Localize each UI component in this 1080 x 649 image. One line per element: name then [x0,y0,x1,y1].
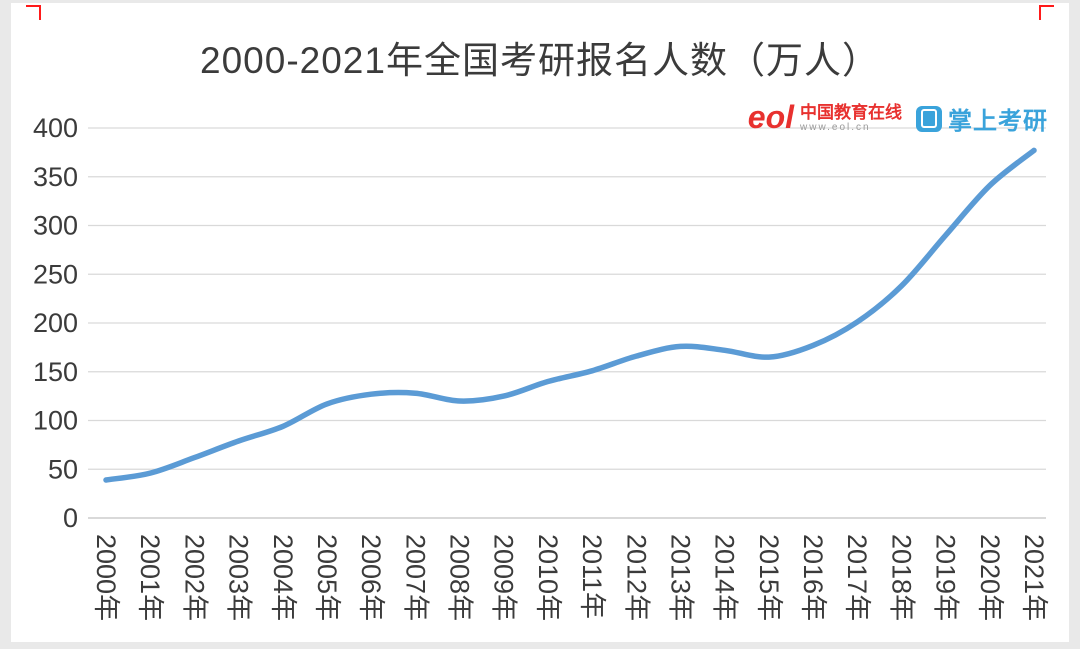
x-tick-label: 2000年 [91,534,121,621]
x-tick-label: 2020年 [975,534,1005,621]
x-tick-label: 2007年 [400,534,430,621]
x-tick-label: 2021年 [1019,534,1049,621]
crop-mark-left [26,5,41,20]
y-tick-label: 200 [33,308,78,338]
x-tick-label: 2010年 [533,534,563,621]
x-tick-label: 2008年 [445,534,475,621]
y-tick-label: 400 [33,113,78,143]
zhangshang-kaoyan-logo: 掌上考研 [916,101,1048,136]
chart-title: 2000-2021年全国考研报名人数（万人） [200,40,880,81]
watermark-logos: eol 中国教育在线 www.eol.cn 掌上考研 [748,101,1048,136]
x-tick-label: 2012年 [621,534,651,621]
zhangshang-kaoyan-icon [916,105,942,132]
x-tick-label: 2001年 [135,534,165,621]
x-tick-label: 2014年 [710,534,740,621]
x-tick-label: 2017年 [842,534,872,621]
x-tick-label: 2004年 [268,534,298,621]
x-tick-label: 2016年 [798,534,828,621]
x-tick-label: 2019年 [931,534,961,621]
x-tick-label: 2009年 [489,534,519,621]
eol-url-text: www.eol.cn [800,122,871,134]
y-tick-label: 250 [33,259,78,289]
x-tick-label: 2006年 [356,534,386,621]
x-tick-label: 2013年 [665,534,695,621]
x-tick-label: 2005年 [312,534,342,621]
eol-logo-icon: eol [747,98,794,135]
y-tick-label: 50 [48,454,78,484]
y-tick-label: 0 [63,503,78,533]
eol-name-text: 中国教育在线 [800,102,902,122]
y-tick-label: 150 [33,357,78,387]
x-tick-label: 2003年 [224,534,254,621]
x-tick-label: 2002年 [179,534,209,621]
zhangshang-kaoyan-text: 掌上考研 [948,108,1048,135]
x-tick-label: 2018年 [886,534,916,621]
x-tick-label: 2015年 [754,534,784,621]
series-line [103,147,1037,483]
crop-mark-right [1039,5,1054,20]
y-tick-label: 100 [33,406,78,436]
x-tick-label: 2011年 [577,534,607,619]
y-tick-label: 350 [33,162,78,192]
eol-logo: eol 中国教育在线 www.eol.cn [747,98,902,135]
y-tick-label: 300 [33,211,78,241]
